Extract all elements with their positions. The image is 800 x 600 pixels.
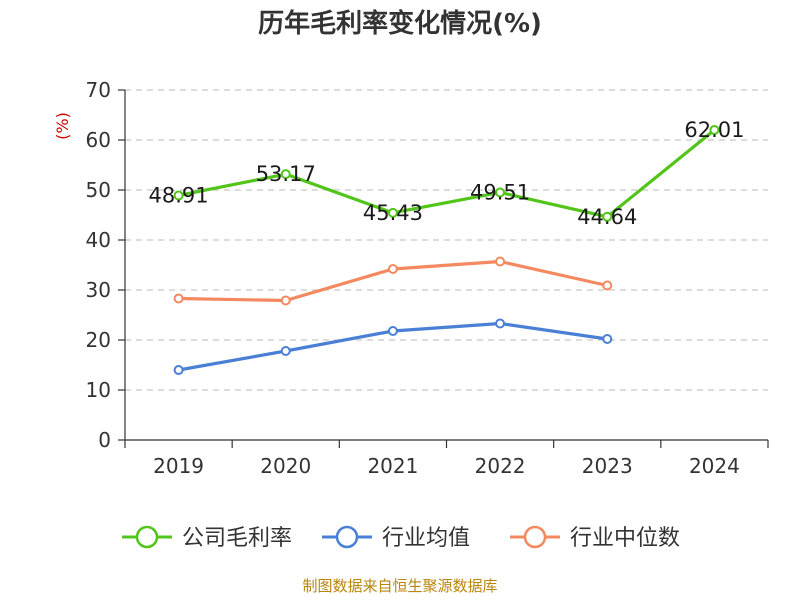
x-tick-label: 2019	[153, 454, 204, 478]
y-tick-label: 70	[86, 78, 111, 102]
series-point	[602, 334, 613, 344]
y-tick-label: 10	[86, 378, 111, 402]
legend-label: 公司毛利率	[182, 526, 292, 551]
y-axis-unit-label: (%)	[53, 112, 72, 140]
legend-label: 行业中位数	[570, 526, 680, 551]
series-point	[387, 207, 398, 218]
y-tick-label: 20	[86, 328, 111, 352]
x-tick-label: 2021	[367, 454, 418, 478]
data-label: 48.91	[149, 183, 209, 207]
series-lines	[173, 124, 720, 375]
series-point	[387, 326, 398, 336]
series-point	[280, 169, 291, 180]
x-tick-label: 2024	[689, 454, 740, 478]
legend-swatch-marker	[135, 525, 159, 549]
legend-swatch-marker	[523, 525, 547, 549]
data-labels: 48.91 53.17 45.43 49.51 44.64 62.01	[149, 118, 745, 229]
series-point	[173, 190, 184, 201]
data-label: 62.01	[684, 118, 744, 142]
series-line	[176, 128, 717, 219]
series-point	[495, 256, 506, 267]
series-point	[280, 346, 291, 356]
series-point	[495, 318, 506, 329]
series-point	[602, 211, 613, 222]
data-label: 53.17	[256, 162, 316, 186]
series-point	[602, 280, 613, 291]
legend-swatch-marker	[335, 525, 359, 549]
data-label: 45.43	[363, 201, 423, 225]
legend: 公司毛利率 行业均值 行业中位数	[122, 525, 680, 551]
data-source-note: 制图数据来自恒生聚源数据库	[302, 577, 497, 595]
y-tick-label: 30	[86, 278, 111, 302]
y-tick-label: 50	[86, 178, 111, 202]
series-point	[173, 365, 184, 375]
x-tick-label: 2023	[582, 454, 633, 478]
series-point	[495, 187, 506, 198]
y-tick-label: 40	[86, 228, 111, 252]
gridlines	[125, 89, 768, 391]
y-tick-label: 60	[86, 128, 111, 152]
axes: 0 10 20 30 40 50 60 70 2019 2020 2021 2022 2023 2024	[86, 78, 769, 478]
data-label: 49.51	[470, 180, 530, 204]
legend-label: 行业均值	[382, 526, 470, 551]
series-point	[280, 295, 291, 306]
series-point	[173, 293, 184, 304]
chart-title: 历年毛利率变化情况(%)	[258, 8, 542, 39]
data-label: 44.64	[577, 205, 637, 229]
series-point	[387, 264, 398, 274]
x-tick-label: 2022	[475, 454, 526, 478]
series-point	[709, 124, 720, 135]
y-tick-label: 0	[98, 428, 111, 452]
x-tick-label: 2020	[260, 454, 311, 478]
